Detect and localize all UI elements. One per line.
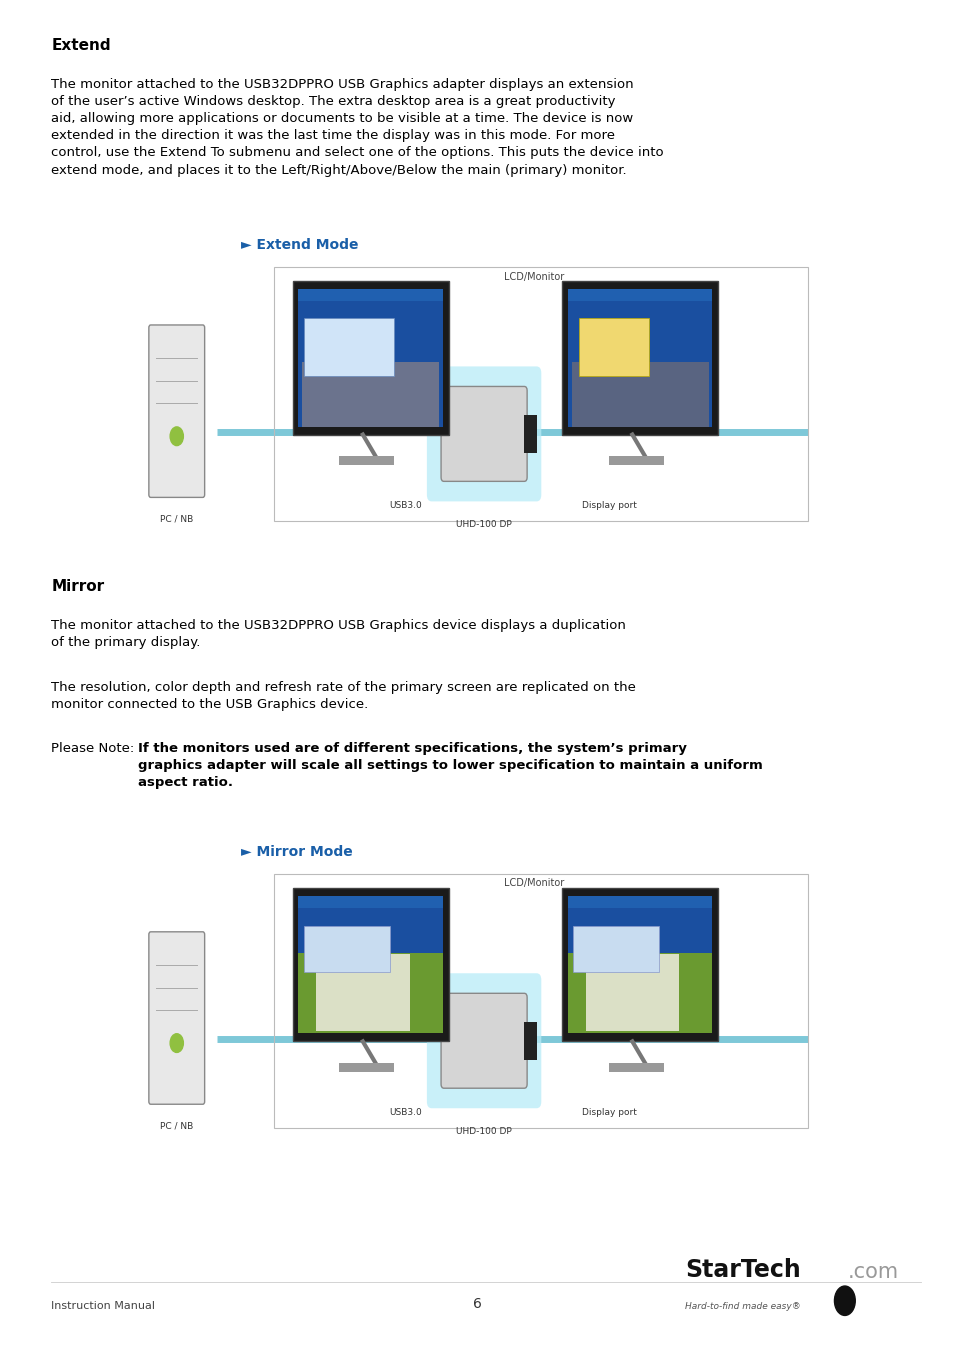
Bar [293,888,448,1041]
Bar [339,1063,394,1072]
Bar [561,888,718,1041]
Text: Display port: Display port [581,1108,637,1118]
Text: Hard-to-find made easy®: Hard-to-find made easy® [684,1302,800,1311]
Circle shape [170,1034,183,1052]
Text: Instruction Manual: Instruction Manual [51,1302,155,1311]
Text: If the monitors used are of different specifications, the system’s primary
graph: If the monitors used are of different sp… [138,742,762,790]
Bar [298,289,442,426]
Bar [524,1022,536,1060]
Bar [302,362,438,426]
Bar [293,281,448,434]
Bar [274,268,807,522]
Bar [274,874,807,1128]
Bar [567,896,712,1033]
Bar [524,414,536,453]
FancyBboxPatch shape [149,932,205,1104]
Text: LCD/Monitor: LCD/Monitor [503,272,563,281]
Text: ► Mirror Mode: ► Mirror Mode [240,845,352,859]
Bar [571,362,708,426]
Bar [298,896,442,1033]
FancyBboxPatch shape [440,386,527,482]
Text: LCD/Monitor: LCD/Monitor [503,878,563,888]
Bar [315,954,410,1030]
Text: Display port: Display port [581,502,637,510]
FancyBboxPatch shape [426,366,540,502]
Text: PC / NB: PC / NB [160,1122,193,1131]
Bar [339,456,394,465]
Text: The monitor attached to the USB32DPPRO USB Graphics device displays a duplicatio: The monitor attached to the USB32DPPRO U… [51,619,626,650]
FancyBboxPatch shape [440,994,527,1088]
Bar [567,896,712,908]
Bar [573,927,659,972]
Bar [585,954,679,1030]
Bar [298,289,442,301]
FancyBboxPatch shape [426,974,540,1108]
Bar [561,281,718,434]
Bar [567,954,712,1033]
Text: The resolution, color depth and refresh rate of the primary screen are replicate: The resolution, color depth and refresh … [51,681,636,710]
Bar [578,317,649,377]
Text: USB3.0: USB3.0 [389,1108,422,1118]
Bar [304,317,394,377]
Bar [298,954,442,1033]
Text: PC / NB: PC / NB [160,515,193,523]
Text: The monitor attached to the USB32DPPRO USB Graphics adapter displays an extensio: The monitor attached to the USB32DPPRO U… [51,78,663,176]
Bar [298,896,442,908]
Bar [567,289,712,426]
Bar [608,1063,663,1072]
Bar [304,927,390,972]
Bar [567,289,712,301]
Text: Extend: Extend [51,38,111,52]
Text: USB3.0: USB3.0 [389,502,422,510]
Text: Mirror: Mirror [51,578,105,594]
Text: ► Extend Mode: ► Extend Mode [240,238,357,252]
FancyBboxPatch shape [149,325,205,498]
Text: UHD-100 DP: UHD-100 DP [456,521,512,529]
Bar [608,456,663,465]
Circle shape [170,426,183,445]
Circle shape [834,1286,855,1315]
Text: 6: 6 [472,1298,481,1311]
Text: .com: .com [847,1262,898,1282]
Text: Please Note:: Please Note: [51,742,139,755]
Text: StarTech: StarTech [684,1258,800,1282]
Text: UHD-100 DP: UHD-100 DP [456,1127,512,1137]
